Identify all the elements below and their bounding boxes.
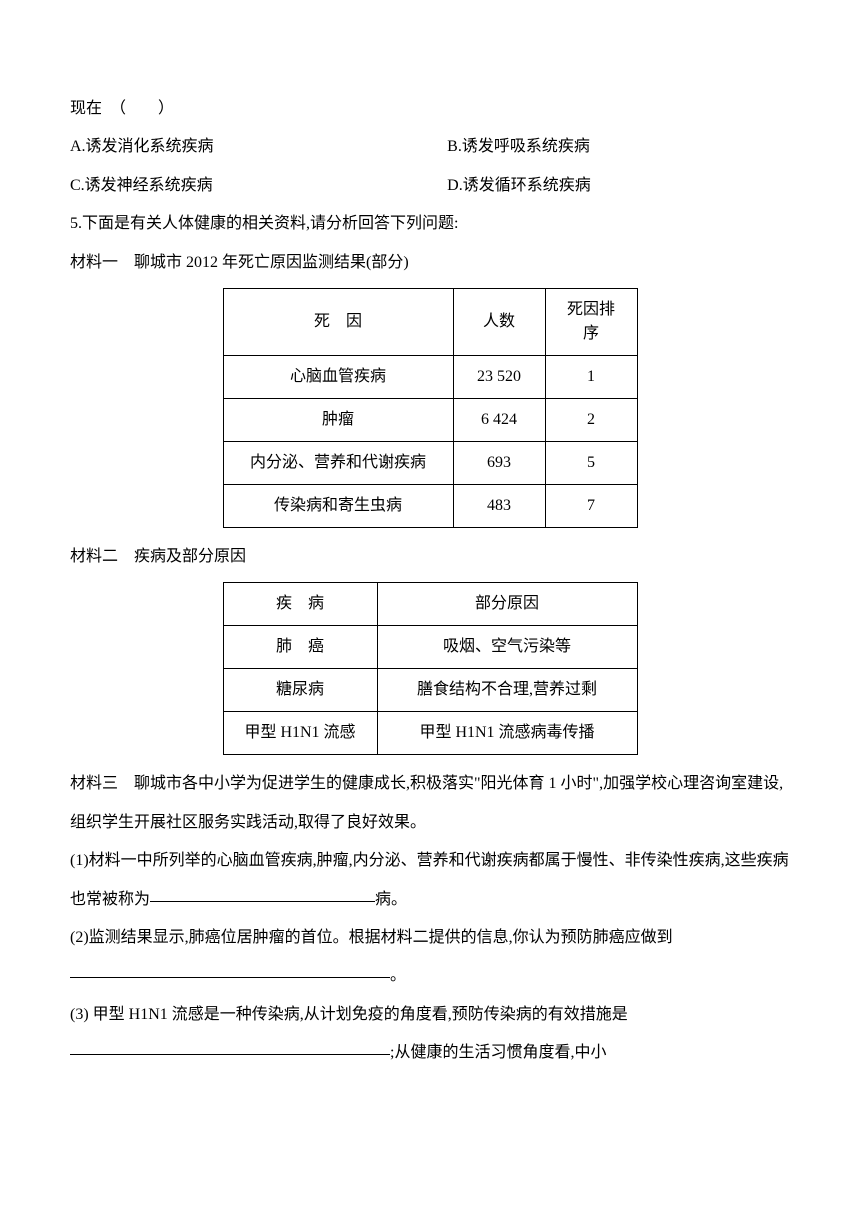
table-row: 死 因 人数 死因排序 — [223, 288, 637, 355]
q4-options-row-2: C.诱发神经系统疾病 D.诱发循环系统疾病 — [70, 167, 790, 205]
table1-r1-rank: 1 — [545, 355, 637, 398]
table2-r2-disease: 糖尿病 — [223, 669, 377, 712]
table1-header-count: 人数 — [453, 288, 545, 355]
table2-header-disease: 疾 病 — [223, 583, 377, 626]
material3-text: 材料三 聊城市各中小学为促进学生的健康成长,积极落实"阳光体育 1 小时",加强… — [70, 765, 790, 842]
table-2: 疾 病 部分原因 肺 癌 吸烟、空气污染等 糖尿病 膳食结构不合理,营养过剩 甲… — [223, 582, 638, 755]
table-row: 心脑血管疾病 23 520 1 — [223, 355, 637, 398]
table2-header-reason: 部分原因 — [377, 583, 637, 626]
table-row: 糖尿病 膳食结构不合理,营养过剩 — [223, 669, 637, 712]
q5-sub3-text-a: (3) 甲型 H1N1 流感是一种传染病,从计划免疫的角度看,预防传染病的有效措… — [70, 1006, 628, 1023]
table-row: 肿瘤 6 424 2 — [223, 398, 637, 441]
table1-r4-rank: 7 — [545, 484, 637, 527]
q4-option-a: A.诱发消化系统疾病 — [70, 128, 447, 166]
table2-r3-disease: 甲型 H1N1 流感 — [223, 712, 377, 755]
q4-option-b: B.诱发呼吸系统疾病 — [447, 128, 790, 166]
q5-sub1: (1)材料一中所列举的心脑血管疾病,肿瘤,内分泌、营养和代谢疾病都属于慢性、非传… — [70, 842, 790, 919]
blank-2 — [70, 962, 390, 978]
table-row: 内分泌、营养和代谢疾病 693 5 — [223, 441, 637, 484]
table1-r3-cause: 内分泌、营养和代谢疾病 — [223, 441, 453, 484]
table-row: 传染病和寄生虫病 483 7 — [223, 484, 637, 527]
q5-sub1-text-b: 病。 — [375, 891, 407, 908]
table1-r2-rank: 2 — [545, 398, 637, 441]
table1-r2-cause: 肿瘤 — [223, 398, 453, 441]
table1-r2-count: 6 424 — [453, 398, 545, 441]
table2-r1-disease: 肺 癌 — [223, 626, 377, 669]
table-row: 疾 病 部分原因 — [223, 583, 637, 626]
table2-r3-reason: 甲型 H1N1 流感病毒传播 — [377, 712, 637, 755]
q4-option-c: C.诱发神经系统疾病 — [70, 167, 447, 205]
q4-stem-tail: 现在 （ ） — [70, 90, 790, 128]
table2-r2-reason: 膳食结构不合理,营养过剩 — [377, 669, 637, 712]
material1-title: 材料一 聊城市 2012 年死亡原因监测结果(部分) — [70, 244, 790, 282]
q5-sub3: (3) 甲型 H1N1 流感是一种传染病,从计划免疫的角度看,预防传染病的有效措… — [70, 996, 790, 1073]
table-row: 肺 癌 吸烟、空气污染等 — [223, 626, 637, 669]
blank-3 — [70, 1039, 390, 1055]
table1-r3-rank: 5 — [545, 441, 637, 484]
table1-r4-cause: 传染病和寄生虫病 — [223, 484, 453, 527]
q5-sub3-text-b: ;从健康的生活习惯角度看,中小 — [390, 1044, 606, 1061]
table2-r1-reason: 吸烟、空气污染等 — [377, 626, 637, 669]
table1-r1-cause: 心脑血管疾病 — [223, 355, 453, 398]
q5-sub2-text-a: (2)监测结果显示,肺癌位居肿瘤的首位。根据材料二提供的信息,你认为预防肺癌应做… — [70, 929, 673, 946]
blank-1 — [150, 886, 375, 902]
q4-option-d: D.诱发循环系统疾病 — [447, 167, 790, 205]
table1-r4-count: 483 — [453, 484, 545, 527]
table1-r3-count: 693 — [453, 441, 545, 484]
q4-options-row-1: A.诱发消化系统疾病 B.诱发呼吸系统疾病 — [70, 128, 790, 166]
table1-header-rank: 死因排序 — [545, 288, 637, 355]
table-1: 死 因 人数 死因排序 心脑血管疾病 23 520 1 肿瘤 6 424 2 内… — [223, 288, 638, 528]
table-row: 甲型 H1N1 流感 甲型 H1N1 流感病毒传播 — [223, 712, 637, 755]
table1-header-cause: 死 因 — [223, 288, 453, 355]
q5-stem: 5.下面是有关人体健康的相关资料,请分析回答下列问题: — [70, 205, 790, 243]
q5-sub2-text-b: 。 — [390, 967, 406, 984]
table1-r1-count: 23 520 — [453, 355, 545, 398]
q5-sub2: (2)监测结果显示,肺癌位居肿瘤的首位。根据材料二提供的信息,你认为预防肺癌应做… — [70, 919, 790, 996]
material2-title: 材料二 疾病及部分原因 — [70, 538, 790, 576]
